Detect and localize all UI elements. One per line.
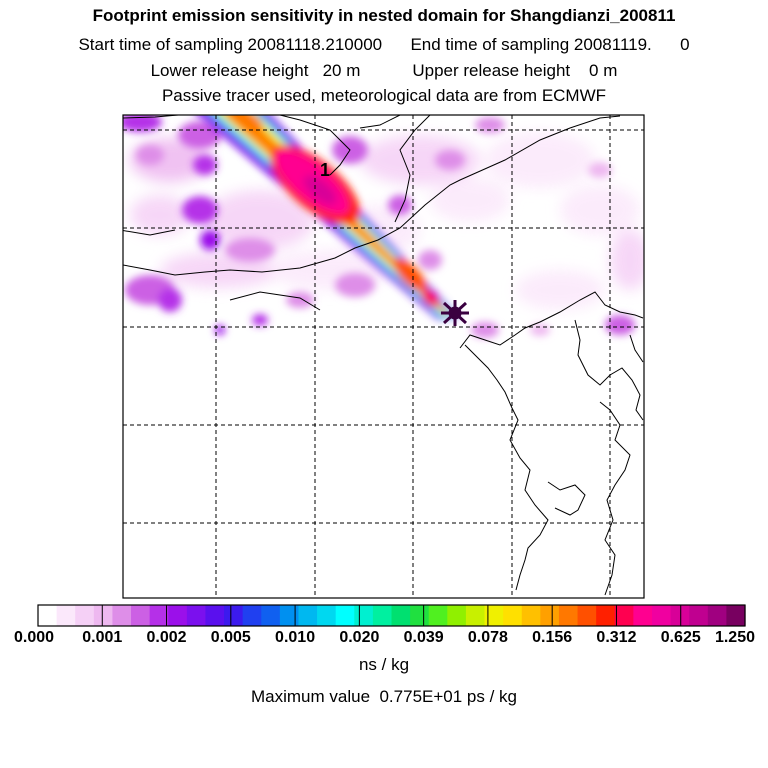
colorbar-swatch xyxy=(577,605,597,626)
colorbar-units: ns / kg xyxy=(358,655,410,674)
colorbar-swatch xyxy=(614,605,634,626)
colorbar-swatch xyxy=(261,605,281,626)
colorbar-label: 0.078 xyxy=(467,629,508,646)
colorbar-swatch xyxy=(149,605,169,626)
colorbar-swatch xyxy=(131,605,151,626)
colorbar-swatch xyxy=(410,605,430,626)
colorbar-label: 0.000 xyxy=(13,629,55,646)
colorbar xyxy=(38,605,746,626)
colorbar-swatch xyxy=(670,605,690,626)
colorbar-swatch xyxy=(112,605,132,626)
colorbar-label: 1.250 xyxy=(714,629,756,646)
colorbar-swatch xyxy=(391,605,411,626)
colorbar-swatch xyxy=(521,605,541,626)
colorbar-swatch xyxy=(335,605,355,626)
colorbar-swatch xyxy=(447,605,467,626)
colorbar-label: 0.020 xyxy=(339,629,380,646)
colorbar-swatch xyxy=(633,605,653,626)
colorbar-swatch xyxy=(298,605,318,626)
colorbar-swatch xyxy=(465,605,486,626)
sensitivity-field xyxy=(123,115,644,338)
sampling-time-line: Start time of sampling 20081118.210000 E… xyxy=(78,35,690,54)
colorbar-swatch xyxy=(540,605,560,626)
colorbar-label: 0.001 xyxy=(82,629,123,646)
star-icon xyxy=(441,300,469,326)
data-source-line: Passive tracer used, meteorological data… xyxy=(161,86,607,105)
colorbar-label: 0.005 xyxy=(210,629,251,646)
colorbar-swatch xyxy=(317,605,337,626)
colorbar-swatch xyxy=(558,605,579,626)
colorbar-swatch xyxy=(354,605,374,626)
colorbar-swatch xyxy=(186,605,207,626)
map-frame xyxy=(122,114,645,599)
colorbar-swatch xyxy=(168,605,188,626)
maximum-value: Maximum value 0.775E+01 ps / kg xyxy=(251,687,517,706)
colorbar-swatch xyxy=(372,605,393,626)
colorbar-swatch xyxy=(38,605,58,626)
colorbar-swatch xyxy=(279,605,300,626)
colorbar-swatch xyxy=(75,605,95,626)
colorbar-label: 0.625 xyxy=(660,629,701,646)
receptor-label: 1 xyxy=(320,160,330,180)
colorbar-label: 0.312 xyxy=(596,629,637,646)
colorbar-swatch xyxy=(224,605,244,626)
release-height-line: Lower release height 20 m Upper release … xyxy=(150,61,618,80)
colorbar-label: 0.156 xyxy=(532,629,573,646)
colorbar-swatch xyxy=(56,605,76,626)
colorbar-swatch xyxy=(689,605,709,626)
colorbar-swatch xyxy=(651,605,672,626)
lat-lon-grid xyxy=(123,115,644,598)
colorbar-swatch xyxy=(484,605,504,626)
colorbar-swatch xyxy=(205,605,225,626)
colorbar-swatch xyxy=(596,605,616,626)
colorbar-swatch xyxy=(242,605,262,626)
colorbar-swatch xyxy=(726,605,746,626)
colorbar-label: 0.002 xyxy=(146,629,187,646)
plot-title: Footprint emission sensitivity in nested… xyxy=(92,6,676,25)
colorbar-frame xyxy=(37,604,746,627)
colorbar-swatch xyxy=(707,605,727,626)
colorbar-label: 0.010 xyxy=(275,629,316,646)
colorbar-swatch xyxy=(428,605,448,626)
colorbar-swatch xyxy=(93,605,114,626)
colorbar-swatch xyxy=(503,605,523,626)
colorbar-label: 0.039 xyxy=(403,629,444,646)
